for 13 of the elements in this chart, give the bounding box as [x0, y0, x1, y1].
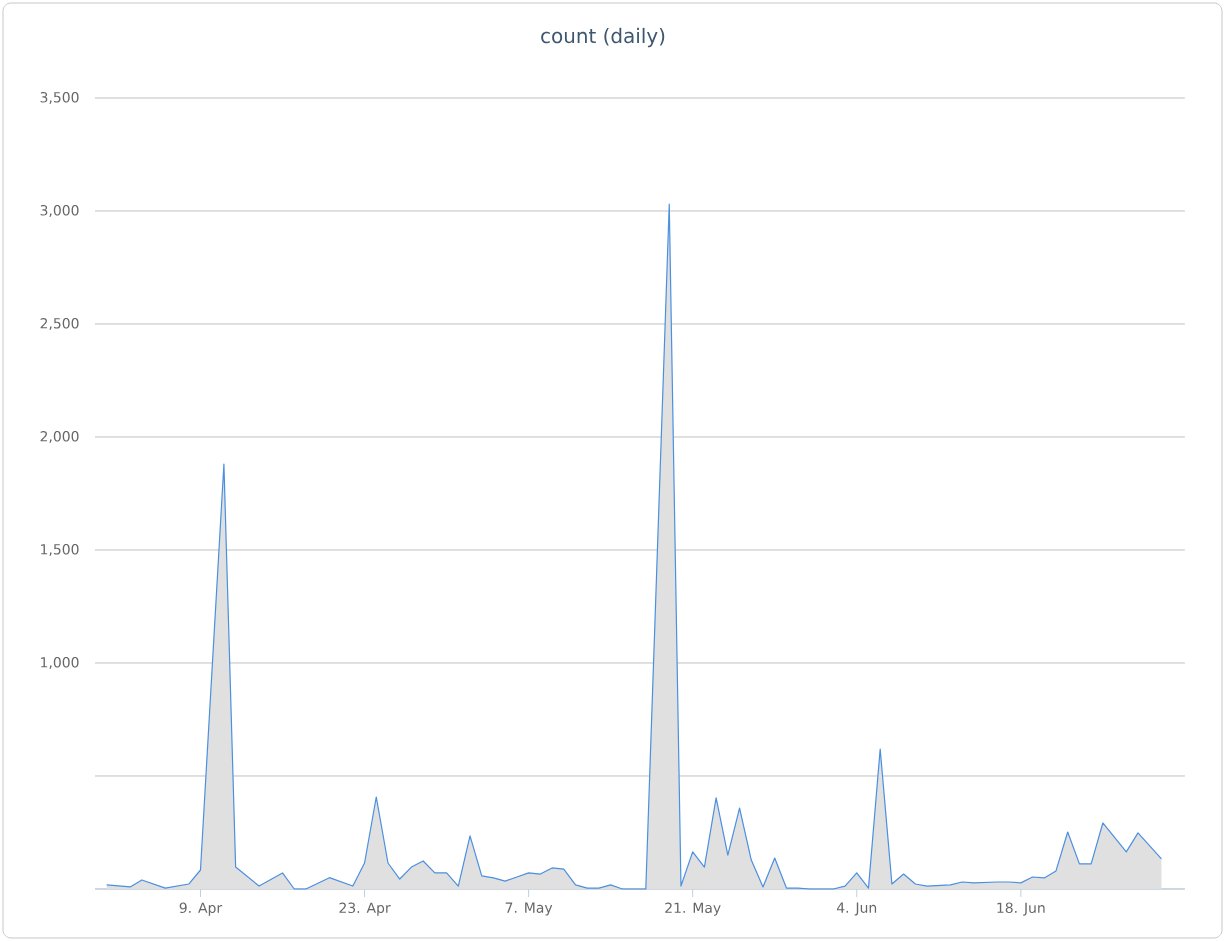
x-tick-label: 18. Jun [997, 902, 1045, 916]
x-tick-label: 21. May [665, 902, 721, 916]
x-tick-label: 23. Apr [339, 902, 391, 916]
x-tick-label: 9. Apr [179, 902, 223, 916]
chart-title: count (daily) [541, 27, 665, 48]
x-tick-label: 4. Jun [836, 902, 877, 916]
x-tick-label: 7. May [505, 902, 553, 916]
y-tick-label: 3,000 [40, 204, 79, 217]
y-tick-label: 2,000 [40, 430, 79, 443]
y-tick-label: 2,500 [40, 317, 79, 330]
y-tick-label: 3,500 [40, 91, 79, 104]
y-tick-label: 1,000 [41, 656, 79, 669]
y-tick-label: 1,500 [41, 543, 79, 556]
